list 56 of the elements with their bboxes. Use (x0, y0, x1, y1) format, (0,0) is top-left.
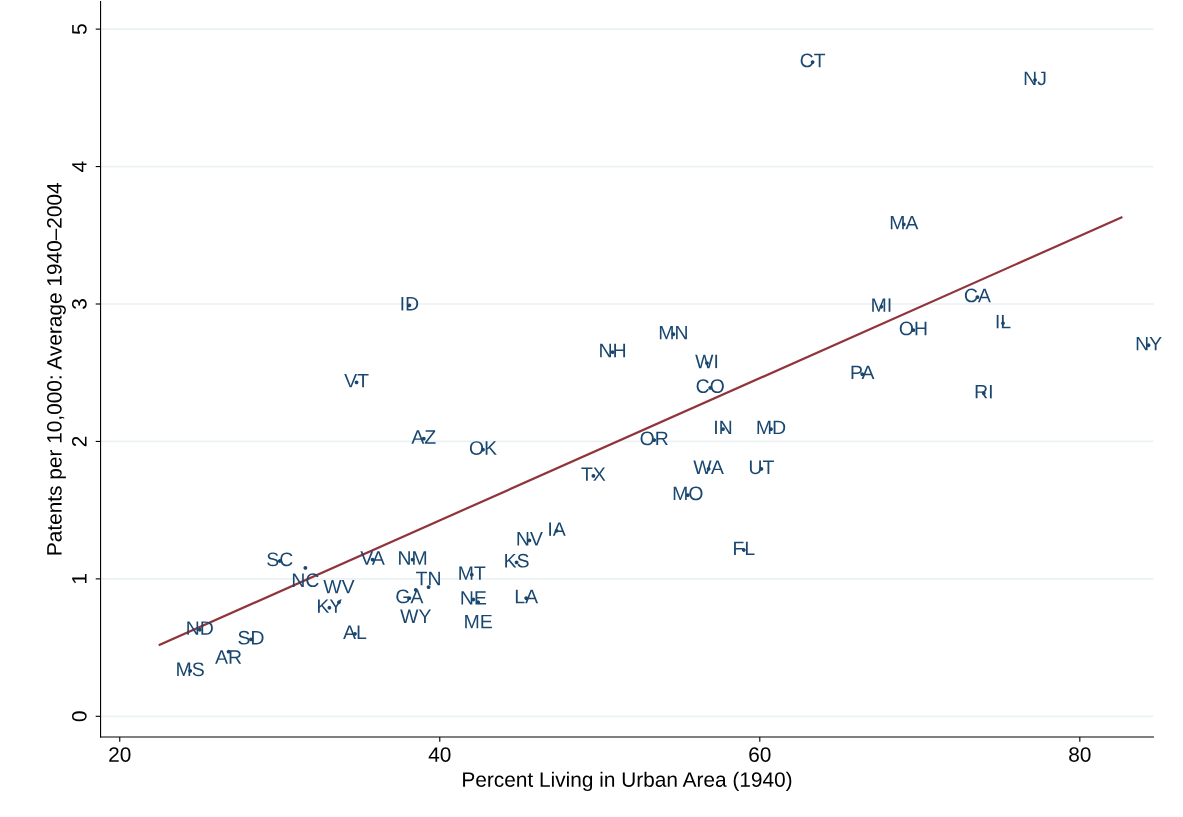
data-label: LA (515, 589, 539, 604)
data-label: FL (734, 541, 755, 556)
data-label: SC (267, 552, 293, 567)
data-label: OR (640, 431, 668, 446)
data-label: VT (344, 373, 369, 388)
y-tick-label: 2 (71, 436, 87, 447)
data-label: NH (600, 343, 626, 358)
data-label: MT (459, 566, 486, 580)
data-label: NM (399, 551, 427, 565)
data-label: SD (238, 630, 264, 645)
data-label: AL (343, 625, 367, 639)
x-axis-title: Percent Living in Urban Area (1940) (463, 771, 792, 792)
data-label: GA (396, 589, 424, 604)
x-tick-label: 80 (1069, 747, 1091, 762)
data-label: MI (872, 298, 891, 312)
data-label: WI (695, 354, 718, 369)
data-label: MA (890, 215, 919, 230)
data-label: MO (673, 486, 703, 501)
data-label: KS (505, 553, 529, 568)
data-label: ME (465, 614, 492, 629)
data-label: MN (659, 325, 687, 340)
data-label: TN (416, 571, 440, 586)
y-tick-label: 3 (71, 299, 87, 309)
x-tick-label: 20 (109, 747, 131, 762)
data-label: NJ (1024, 71, 1046, 86)
data-label: WA (693, 460, 724, 474)
x-tick-label: 60 (749, 747, 771, 762)
y-tick-label: 5 (72, 24, 87, 35)
data-label: NY (1136, 336, 1162, 351)
y-tick-label: 4 (72, 161, 87, 172)
data-label: WV (323, 579, 355, 594)
data-label: UT (749, 460, 774, 475)
data-label: PA (851, 365, 875, 380)
data-label: IN (715, 420, 732, 435)
data-label: VA (360, 551, 385, 565)
data-label: NE (461, 591, 487, 605)
data-label: MS (177, 662, 204, 677)
x-tick-label: 40 (428, 747, 451, 762)
y-tick-label: 0 (71, 711, 87, 722)
data-label: NV (517, 532, 543, 546)
data-label: TX (581, 467, 606, 481)
data-label: CA (964, 288, 991, 303)
point (303, 565, 308, 570)
data-label: OK (469, 441, 497, 455)
data-label: OH (899, 321, 927, 336)
data-label: MD (757, 420, 786, 435)
data-label: ID (401, 297, 419, 311)
data-label: KY (318, 599, 342, 613)
y-axis-title: Patents per 10,000: Average 1940–2004 (46, 182, 66, 555)
data-label: AR (215, 650, 242, 664)
data-label: AZ (411, 430, 436, 444)
data-label: WY (400, 609, 432, 623)
data-label: CT (800, 53, 826, 68)
data-label: RI (975, 384, 992, 399)
data-label: CO (696, 379, 724, 394)
y-tick-label: 1 (72, 574, 87, 584)
